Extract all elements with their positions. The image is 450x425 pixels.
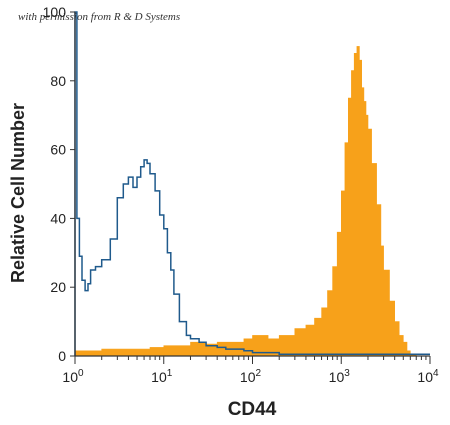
y-tick-label: 20 <box>50 279 66 295</box>
y-tick-label: 100 <box>43 4 67 20</box>
y-axis-ticks: 0 20 40 60 80 100 <box>43 4 75 364</box>
y-tick-label: 0 <box>58 348 66 364</box>
y-axis-label: Relative Cell Number <box>8 103 28 283</box>
y-tick-label: 60 <box>50 142 66 158</box>
plot-area <box>74 11 430 357</box>
x-tick-label: 101 <box>151 368 173 385</box>
x-tick-label: 102 <box>240 368 262 385</box>
y-tick-label: 40 <box>50 210 66 226</box>
series-filled-histogram <box>74 46 430 357</box>
y-tick-label: 80 <box>50 73 66 89</box>
x-axis-ticks: 100 101 102 103 104 <box>62 356 439 385</box>
x-tick-label: 104 <box>417 368 439 385</box>
x-tick-label: 100 <box>62 368 84 385</box>
x-tick-label: 103 <box>329 368 351 385</box>
watermark-text: with permission from R & D Systems <box>18 11 180 23</box>
series-outline-histogram <box>74 11 430 356</box>
x-axis-label: CD44 <box>228 399 277 420</box>
